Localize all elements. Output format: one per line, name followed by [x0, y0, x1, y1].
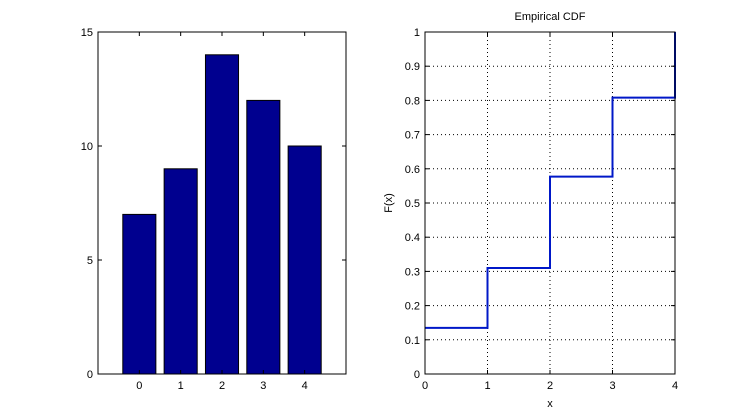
x-tick-label: 0: [136, 380, 142, 392]
x-axis-label: x: [547, 398, 553, 410]
y-axis-label: F(x): [383, 193, 395, 213]
y-tick-label: 0.2: [405, 301, 420, 313]
bar: [287, 145, 322, 375]
y-tick-label: 0.7: [405, 130, 420, 142]
y-tick-label: 0.4: [405, 232, 420, 244]
y-tick-label: 5: [87, 255, 93, 267]
chart-title: Empirical CDF: [515, 11, 586, 23]
y-tick-label: 15: [81, 27, 93, 39]
y-tick-label: 0.3: [405, 266, 420, 278]
y-tick-label: 0.6: [405, 164, 420, 176]
bar-chart: 0 1 2 3 4 0 5 10 15: [81, 27, 347, 392]
x-tick-label: 1: [484, 380, 490, 392]
bar: [163, 168, 198, 375]
x-tick-label: 1: [178, 380, 184, 392]
x-tick-label: 0: [422, 380, 428, 392]
empirical-cdf-chart: 0 1 2 3 4 0 0.1 0.2 0.3 0.4 0.5 0.6 0.7 0.8 0.9 1 Empiri…: [383, 11, 678, 410]
x-tick-label: 2: [547, 380, 553, 392]
y-tick-label: 10: [81, 141, 93, 153]
bar: [204, 54, 240, 375]
x-tick-label: 3: [609, 380, 615, 392]
y-tick-label: 0.9: [405, 61, 420, 73]
x-tick-label: 3: [260, 380, 266, 392]
x-tick-label: 4: [302, 380, 308, 392]
y-tick-label: 0.1: [405, 335, 420, 347]
y-tick-label: 0: [414, 369, 420, 381]
y-tick-label: 1: [414, 27, 420, 39]
bar: [122, 213, 157, 375]
y-tick-label: 0.8: [405, 95, 420, 107]
bar: [246, 99, 281, 375]
x-tick-label: 2: [219, 380, 225, 392]
cdf-step-line: [425, 32, 676, 329]
y-tick-label: 0: [87, 369, 93, 381]
x-tick-label: 4: [672, 380, 678, 392]
y-tick-label: 0.5: [405, 198, 420, 210]
